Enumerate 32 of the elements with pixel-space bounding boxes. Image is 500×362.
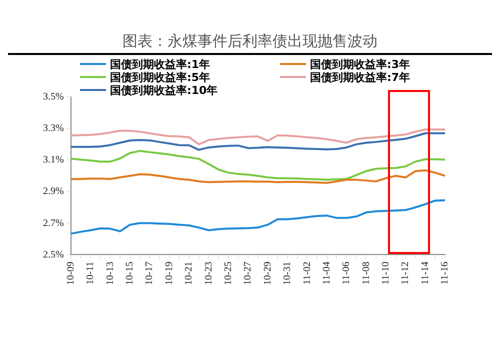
x-tick-label: 11-14 <box>420 262 431 285</box>
x-tick-label: 10-13 <box>104 262 116 286</box>
x-tick-label: 11-08 <box>360 262 372 285</box>
x-tick-label: 10-15 <box>124 262 136 286</box>
legend-label: 国债到期收益率:5年 <box>110 70 210 84</box>
y-tick-label: 2.5% <box>42 249 64 260</box>
x-tick-label: 10-11 <box>85 262 96 285</box>
x-tick-label: 10-17 <box>144 262 156 286</box>
legend-label: 国债到期收益率:7年 <box>310 70 410 84</box>
y-tick-label: 3.3% <box>42 123 64 134</box>
x-tick-label: 10-29 <box>262 262 274 286</box>
legend-label: 国债到期收益率:10年 <box>110 83 218 98</box>
x-tick-label: 10-09 <box>65 262 76 286</box>
y-tick-label: 2.9% <box>42 186 64 198</box>
y-tick-label: 3.1% <box>42 154 64 166</box>
x-tick-label: 11-02 <box>302 262 313 285</box>
x-tick-label: 10-25 <box>223 262 234 286</box>
x-tick-label: 10-23 <box>203 262 214 286</box>
x-tick-label: 10-31 <box>282 262 294 286</box>
x-tick-label: 10-19 <box>164 262 175 286</box>
x-tick-label: 10-21 <box>184 262 195 286</box>
x-tick-label: 11-12 <box>400 262 412 285</box>
x-tick-label: 11-06 <box>341 262 352 285</box>
y-tick-label: 2.7% <box>42 218 64 229</box>
x-tick-label: 11-04 <box>321 262 332 285</box>
chart-title: 图表：永煤事件后利率债出现抛售波动 <box>122 32 378 51</box>
x-tick-label: 11-16 <box>440 262 451 285</box>
x-tick-label: 10-27 <box>242 262 254 286</box>
x-tick-label: 11-10 <box>380 262 392 285</box>
y-tick-label: 3.5% <box>42 92 64 103</box>
legend-label: 国债到期收益率:1年 <box>110 56 210 72</box>
legend-label: 国债到期收益率:3年 <box>310 56 410 72</box>
